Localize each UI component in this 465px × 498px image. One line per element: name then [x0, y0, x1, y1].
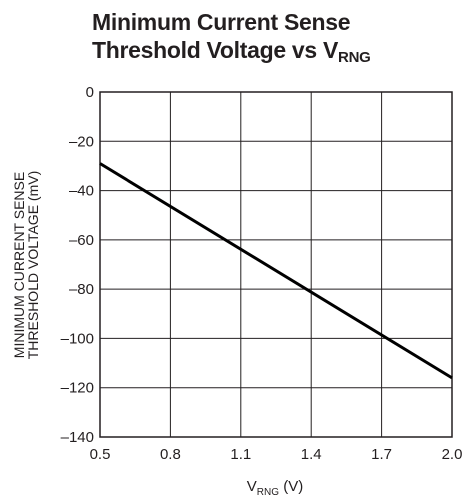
y-tick-labels: 0 –20 –40 –60 –80 –100 –120 –140 [61, 84, 94, 446]
x-tick-label: 1.4 [301, 446, 322, 463]
title-line-1: Minimum Current Sense [92, 9, 351, 35]
chart-title: Minimum Current Sense Threshold Voltage … [92, 8, 452, 72]
y-axis-label-line-1: MINIMUM CURRENT SENSE [11, 172, 27, 358]
x-axis-label: VRNG (V) [247, 478, 303, 498]
y-tick-label: –100 [61, 330, 94, 347]
title-line-2-sub: RNG [338, 49, 371, 66]
x-tick-label: 0.5 [90, 446, 111, 463]
y-axis-label-line-2: THRESHOLD VOLTAGE (mV) [25, 171, 41, 360]
y-tick-label: 0 [86, 84, 94, 101]
y-tick-label: –120 [61, 380, 94, 397]
series-group [99, 162, 453, 380]
y-tick-label: –40 [69, 183, 94, 200]
y-axis-label: MINIMUM CURRENT SENSE THRESHOLD VOLTAGE … [11, 171, 41, 360]
x-axis-label-unit: (V) [279, 478, 303, 495]
x-tick-label: 1.1 [230, 446, 251, 463]
x-axis-label-sub: RNG [257, 487, 279, 498]
x-tick-label: 1.7 [371, 446, 392, 463]
x-axis-label-main: V [247, 478, 257, 495]
y-tick-label: –140 [61, 429, 94, 446]
y-tick-label: –80 [69, 281, 94, 298]
plot-frame [99, 91, 453, 438]
x-tick-label: 2.0 [442, 446, 463, 463]
plot-border [99, 91, 453, 438]
y-tick-label: –60 [69, 232, 94, 249]
x-tick-labels: 0.5 0.8 1.1 1.4 1.7 2.0 [90, 446, 463, 463]
title-line-2-main: Threshold Voltage vs V [92, 37, 339, 63]
y-tick-label: –20 [69, 133, 94, 150]
series-line [99, 162, 453, 380]
x-tick-label: 0.8 [160, 446, 181, 463]
title-line-2: Threshold Voltage vs VRNG [92, 36, 452, 72]
grid [99, 91, 453, 438]
